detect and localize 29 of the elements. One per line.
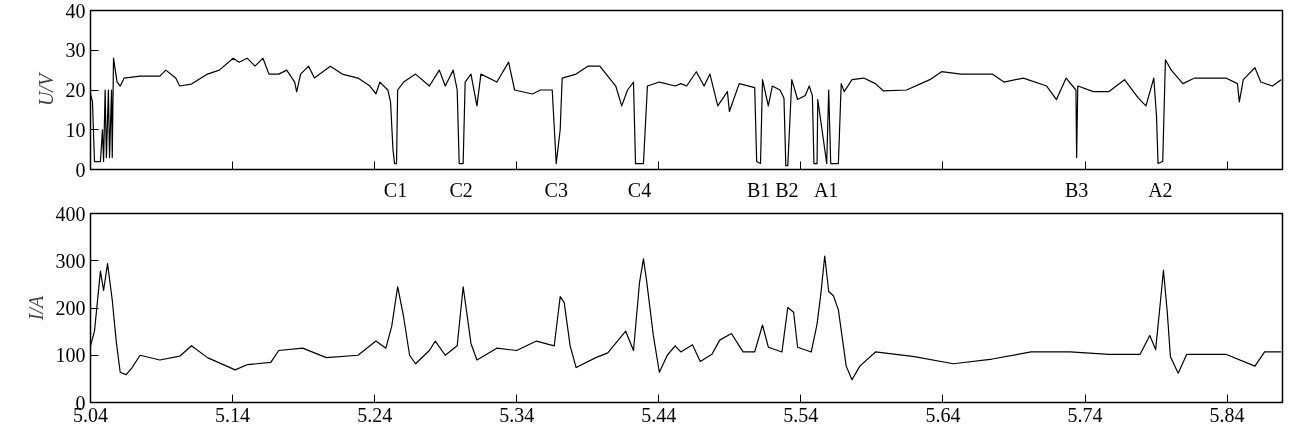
text: A1: [813, 178, 839, 201]
y-tick-label: 30: [65, 39, 86, 62]
text: B3: [1064, 178, 1089, 201]
text: C1: [383, 178, 408, 201]
y-tick-label: 400: [55, 202, 86, 225]
x-tick-label: 5.64: [925, 403, 961, 426]
y-tick-label: 10: [65, 118, 86, 141]
text: B2: [775, 178, 799, 201]
x-tick-label: 5.74: [1067, 403, 1103, 426]
text: A2: [1148, 178, 1173, 201]
x-tick-label: 5.34: [499, 403, 535, 426]
y-tick-label: 20: [65, 79, 86, 101]
x-tick-label: 5.44: [641, 403, 677, 426]
x-tick-label: 5.84: [1209, 403, 1245, 426]
y-tick-label: 40: [65, 0, 86, 22]
y-tick-label: 0: [75, 391, 86, 414]
y-tick-label: 100: [55, 344, 86, 367]
y-axis-title: I/A: [24, 295, 47, 322]
x-tick-label: 5.24: [357, 403, 393, 426]
text: C3: [544, 178, 568, 201]
y-tick-label: 200: [55, 297, 86, 319]
text: C4: [627, 178, 652, 201]
y-axis-title: U/V: [34, 71, 57, 107]
x-tick-label: 5.14: [215, 403, 251, 426]
y-tick-label: 0: [75, 158, 86, 181]
text: B1: [746, 178, 771, 201]
x-tick-label: 5.54: [783, 403, 819, 426]
y-tick-label: 300: [55, 249, 86, 272]
text: C2: [449, 178, 473, 201]
